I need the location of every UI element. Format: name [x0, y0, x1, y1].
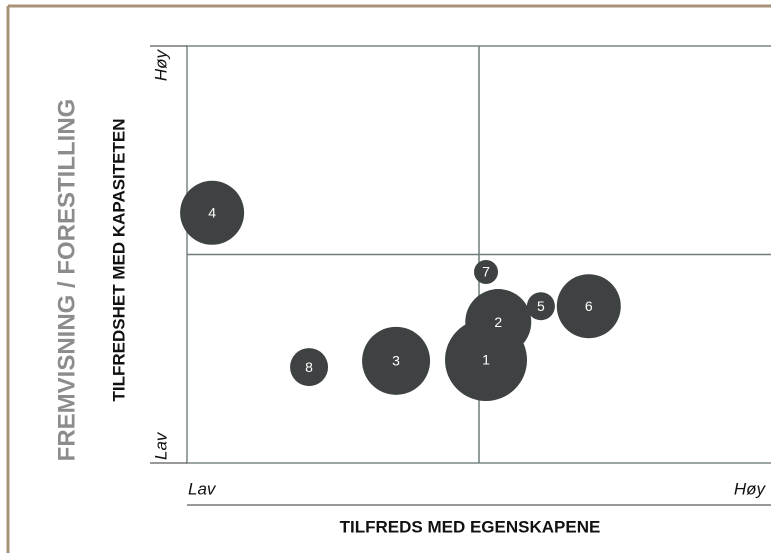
x-low-label: Lav — [188, 479, 217, 498]
group-label: FREMVISNING / FORESTILLING — [53, 99, 80, 462]
bubble-label: 3 — [392, 353, 400, 369]
bubble-label: 2 — [494, 314, 502, 330]
y-low-label: Lav — [151, 431, 170, 460]
bubble — [526, 292, 555, 321]
x-axis-label: TILFREDS MED EGENSKAPENE — [340, 517, 601, 536]
y-high-label: Høy — [151, 49, 170, 82]
bubble-label: 4 — [208, 205, 216, 221]
bubble — [474, 260, 499, 285]
bubble — [290, 348, 329, 387]
bubble-label: 6 — [585, 298, 593, 314]
bubble-label: 5 — [537, 298, 545, 314]
bubble-label: 7 — [482, 264, 490, 280]
y-axis-label: TILFREDSHET MED KAPASITETEN — [109, 118, 128, 401]
bubble — [465, 289, 532, 356]
bubble — [556, 274, 621, 339]
bubble — [180, 180, 245, 245]
bubble — [362, 326, 431, 395]
x-high-label: Høy — [734, 479, 767, 498]
bubble-label: 1 — [482, 352, 490, 368]
bubble-label: 8 — [305, 359, 313, 375]
